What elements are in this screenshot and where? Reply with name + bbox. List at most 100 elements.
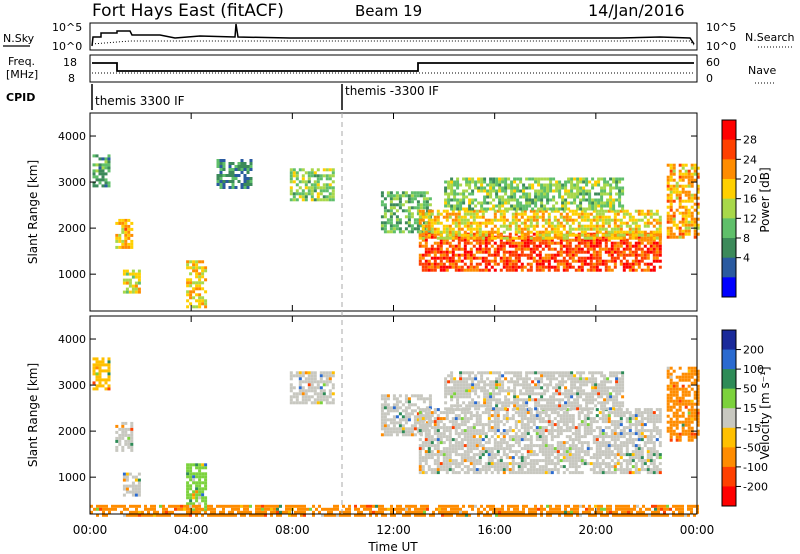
power-data-cell bbox=[643, 221, 647, 225]
velocity-data-cell bbox=[421, 417, 425, 421]
power-data-cell bbox=[522, 195, 526, 199]
power-data-cell bbox=[436, 262, 440, 266]
velocity-data-cell bbox=[640, 468, 644, 472]
power-data-cell bbox=[295, 171, 299, 175]
velocity-data-cell bbox=[637, 453, 641, 457]
power-data-cell bbox=[243, 186, 247, 189]
power-data-cell bbox=[568, 241, 572, 245]
velocity-data-cell bbox=[568, 459, 572, 463]
velocity-data-cell bbox=[558, 380, 562, 384]
power-data-cell bbox=[201, 287, 205, 291]
velocity-data-cell bbox=[577, 471, 581, 475]
velocity-data-cell bbox=[612, 389, 616, 393]
velocity-data-cell bbox=[486, 371, 490, 375]
power-data-cell bbox=[98, 178, 102, 182]
velocity-data-cell bbox=[444, 386, 448, 390]
power-data-cell bbox=[481, 256, 485, 260]
velocity-data-cell bbox=[498, 380, 502, 384]
velocity-data-cell bbox=[585, 398, 589, 402]
velocity-data-cell bbox=[571, 447, 575, 451]
power-data-cell bbox=[634, 224, 638, 228]
velocity-data-cell bbox=[640, 426, 644, 430]
velocity-data-cell bbox=[598, 450, 602, 454]
power-data-cell bbox=[505, 209, 509, 213]
power-data-cell bbox=[451, 236, 455, 240]
velocity-data-cell bbox=[380, 418, 384, 422]
power-data-cell bbox=[669, 214, 673, 218]
power-data-cell bbox=[407, 200, 411, 204]
velocity-data-cell bbox=[514, 426, 518, 430]
velocity-data-cell bbox=[502, 438, 506, 442]
power-data-cell bbox=[419, 206, 423, 210]
power-data-cell bbox=[555, 183, 559, 187]
power-data-cell bbox=[619, 262, 623, 266]
power-data-cell bbox=[622, 262, 626, 266]
power-data-cell bbox=[249, 183, 253, 186]
velocity-data-cell bbox=[558, 392, 562, 396]
velocity-data-cell bbox=[421, 441, 425, 445]
power-data-cell bbox=[457, 224, 461, 228]
power-data-cell bbox=[383, 203, 387, 207]
velocity-data-cell bbox=[675, 375, 679, 379]
power-data-cell bbox=[468, 192, 472, 196]
power-data-cell bbox=[292, 198, 296, 202]
power-data-cell bbox=[535, 259, 539, 263]
power-data-cell bbox=[594, 192, 598, 196]
velocity-data-cell bbox=[640, 438, 644, 442]
velocity-data-cell bbox=[484, 450, 488, 454]
velocity-data-cell bbox=[301, 401, 305, 405]
velocity-data-cell bbox=[463, 435, 467, 439]
power-data-cell bbox=[316, 183, 320, 187]
power-data-cell bbox=[487, 262, 491, 266]
velocity-data-cell bbox=[304, 380, 308, 384]
velocity-data-cell bbox=[137, 484, 141, 488]
velocity-data-cell bbox=[128, 490, 132, 494]
velocity-data-cell bbox=[465, 392, 469, 396]
power-data-cell bbox=[568, 238, 572, 242]
power-data-cell bbox=[433, 268, 437, 272]
power-data-cell bbox=[430, 224, 434, 228]
power-data-cell bbox=[249, 180, 253, 183]
velocity-data-cell bbox=[421, 426, 425, 430]
velocity-data-cell bbox=[544, 459, 548, 463]
power-data-cell bbox=[313, 171, 317, 175]
power-data-cell bbox=[492, 177, 496, 181]
power-data-cell bbox=[319, 186, 323, 190]
power-data-cell bbox=[507, 207, 511, 211]
velocity-data-cell bbox=[564, 374, 568, 378]
velocity-data-cell bbox=[433, 432, 437, 436]
power-data-cell bbox=[514, 232, 518, 236]
power-data-cell bbox=[192, 263, 196, 267]
velocity-data-cell bbox=[92, 387, 96, 391]
power-data-cell bbox=[628, 212, 632, 216]
velocity-data-cell bbox=[516, 377, 520, 381]
velocity-data-cell bbox=[571, 462, 575, 466]
velocity-data-cell bbox=[186, 472, 190, 476]
power-data-cell bbox=[589, 232, 593, 236]
power-data-cell bbox=[472, 265, 476, 269]
power-data-cell bbox=[469, 265, 473, 269]
velocity-data-cell bbox=[570, 380, 574, 384]
power-data-cell bbox=[604, 221, 608, 225]
power-data-cell bbox=[514, 241, 518, 245]
power-data-cell bbox=[469, 236, 473, 240]
velocity-data-cell bbox=[413, 415, 417, 419]
velocity-data-cell bbox=[525, 398, 529, 402]
power-data-cell bbox=[517, 253, 521, 257]
power-data-cell bbox=[295, 198, 299, 202]
velocity-data-cell bbox=[543, 371, 547, 375]
velocity-data-cell bbox=[460, 441, 464, 445]
velocity-data-cell bbox=[507, 401, 511, 405]
velocity-data-cell bbox=[570, 383, 574, 387]
velocity-data-cell bbox=[607, 456, 611, 460]
velocity-data-cell bbox=[508, 435, 512, 439]
velocity-data-cell bbox=[477, 383, 481, 387]
power-data-cell bbox=[558, 195, 562, 199]
velocity-data-cell bbox=[442, 417, 446, 421]
velocity-data-cell bbox=[634, 408, 638, 412]
power-data-cell bbox=[649, 233, 653, 237]
velocity-data-cell bbox=[450, 404, 454, 408]
velocity-data-cell bbox=[483, 389, 487, 393]
velocity-data-cell bbox=[454, 432, 458, 436]
power-data-cell bbox=[198, 275, 202, 279]
